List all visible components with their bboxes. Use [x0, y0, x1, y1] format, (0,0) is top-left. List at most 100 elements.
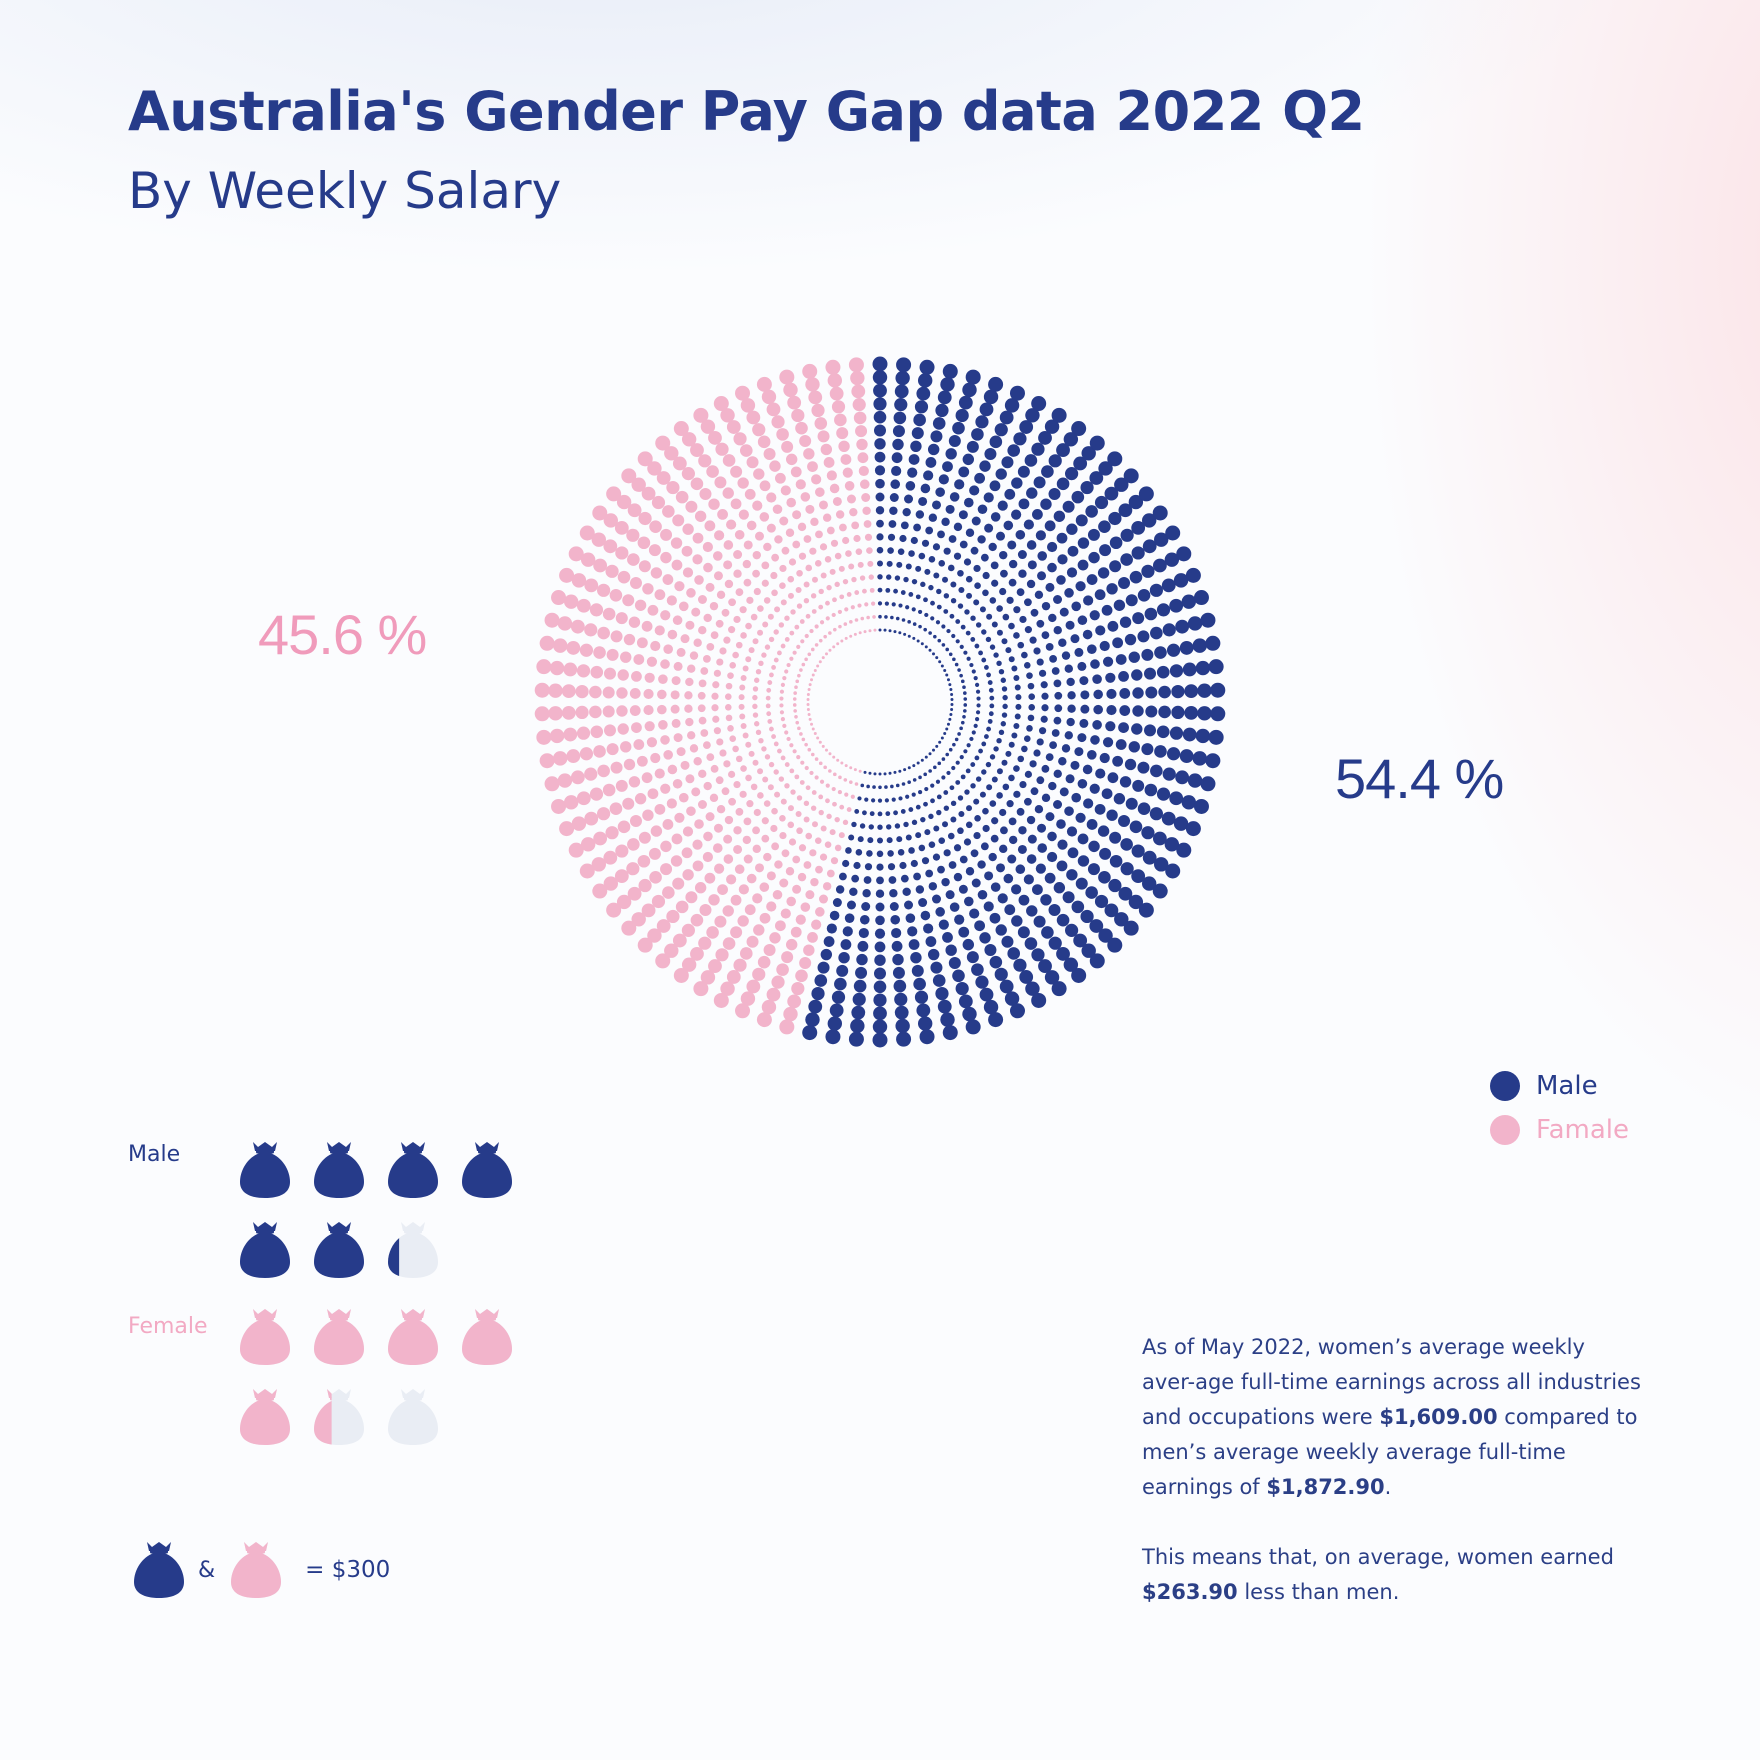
- male-dot: [884, 785, 888, 789]
- female-dot: [752, 826, 760, 835]
- male-dot: [921, 857, 930, 865]
- male-dot: [888, 876, 897, 884]
- female-dot: [854, 618, 859, 622]
- male-dot: [966, 592, 973, 599]
- male-dot: [877, 798, 883, 803]
- male-dot: [873, 383, 887, 398]
- male-dot: [965, 867, 975, 876]
- male-dot: [963, 497, 974, 508]
- male-dot: [1175, 619, 1190, 634]
- male-dot: [924, 645, 928, 649]
- female-dot: [660, 863, 673, 876]
- female-dot: [616, 687, 628, 699]
- female-dot: [846, 807, 852, 812]
- male-dot: [942, 576, 949, 583]
- male-dot: [1154, 745, 1167, 758]
- male-dot: [937, 761, 942, 766]
- male-dot: [1041, 764, 1050, 773]
- female-dot: [838, 440, 850, 453]
- female-dot: [725, 682, 733, 690]
- male-dot: [884, 615, 888, 619]
- male-dot: [802, 1025, 818, 1041]
- male-dot: [1002, 613, 1010, 621]
- male-dot: [1013, 723, 1020, 730]
- female-dot: [660, 840, 672, 853]
- male-dot: [1123, 920, 1139, 936]
- female-dot: [660, 735, 670, 745]
- female-dot: [805, 613, 811, 619]
- female-dot: [811, 403, 825, 418]
- male-dot: [1152, 558, 1167, 573]
- female-dot: [738, 884, 749, 895]
- male-dot: [930, 600, 935, 606]
- female-dot: [666, 798, 677, 809]
- female-dot: [675, 490, 689, 504]
- female-dot: [807, 688, 811, 691]
- male-dot: [1175, 770, 1190, 785]
- male-dot: [817, 961, 830, 974]
- female-dot: [589, 705, 602, 719]
- female-dot: [797, 522, 807, 532]
- female-dot: [769, 672, 774, 678]
- male-dot: [910, 440, 922, 453]
- female-dot: [752, 500, 763, 511]
- male-dot: [945, 673, 949, 677]
- female-dot: [804, 657, 808, 662]
- male-dot: [825, 1029, 841, 1045]
- female-dot: [633, 654, 645, 665]
- female-dot: [797, 872, 807, 882]
- female-dot: [803, 861, 812, 869]
- male-dot: [958, 926, 970, 938]
- female-dot: [804, 765, 809, 771]
- female-dot: [631, 477, 646, 492]
- male-dot: [907, 467, 918, 478]
- male-dot: [996, 531, 1005, 541]
- female-dot: [575, 705, 589, 720]
- male-dot: [1001, 686, 1008, 692]
- male-dot: [875, 506, 885, 515]
- female-dot: [795, 720, 800, 725]
- male-dot: [1037, 823, 1047, 833]
- male-dot: [1161, 578, 1176, 593]
- female-dot: [566, 641, 581, 655]
- female-dot: [748, 647, 755, 654]
- male-dot: [1149, 583, 1163, 597]
- male-dot: [1106, 809, 1118, 821]
- male-dot: [1195, 728, 1211, 744]
- female-dot: [862, 588, 867, 594]
- male-dot: [1181, 594, 1197, 609]
- male-dot: [966, 743, 971, 748]
- female-dot: [614, 520, 629, 535]
- female-dot: [809, 770, 814, 776]
- male-dot: [1137, 761, 1150, 774]
- male-dot: [996, 605, 1003, 612]
- female-dot: [830, 857, 839, 865]
- male-dot: [887, 533, 896, 541]
- male-dot: [1093, 689, 1103, 700]
- male-percentage-label: 54.4 %: [1335, 747, 1504, 810]
- female-dot: [780, 798, 787, 805]
- male-dot: [1053, 769, 1062, 779]
- male-dot: [1107, 451, 1123, 467]
- male-dot: [1113, 599, 1126, 611]
- male-dot: [893, 770, 897, 774]
- male-dot: [932, 500, 942, 510]
- male-dot: [1019, 420, 1034, 434]
- female-dot: [780, 755, 786, 761]
- male-dot: [954, 737, 959, 742]
- female-dot: [854, 782, 859, 786]
- male-dot: [1154, 857, 1169, 872]
- male-dot: [1141, 513, 1157, 528]
- male-dot: [1070, 760, 1080, 770]
- male-dot: [963, 650, 968, 655]
- female-dot: [786, 497, 797, 508]
- female-dot: [787, 994, 802, 1009]
- male-dot: [914, 400, 929, 414]
- male-dot: [1200, 612, 1216, 628]
- male-dot: [877, 811, 883, 817]
- female-dot: [579, 747, 594, 761]
- male-dot: [1033, 476, 1046, 489]
- male-dot: [949, 902, 960, 912]
- female-dot: [779, 710, 785, 715]
- female-dot: [810, 517, 819, 527]
